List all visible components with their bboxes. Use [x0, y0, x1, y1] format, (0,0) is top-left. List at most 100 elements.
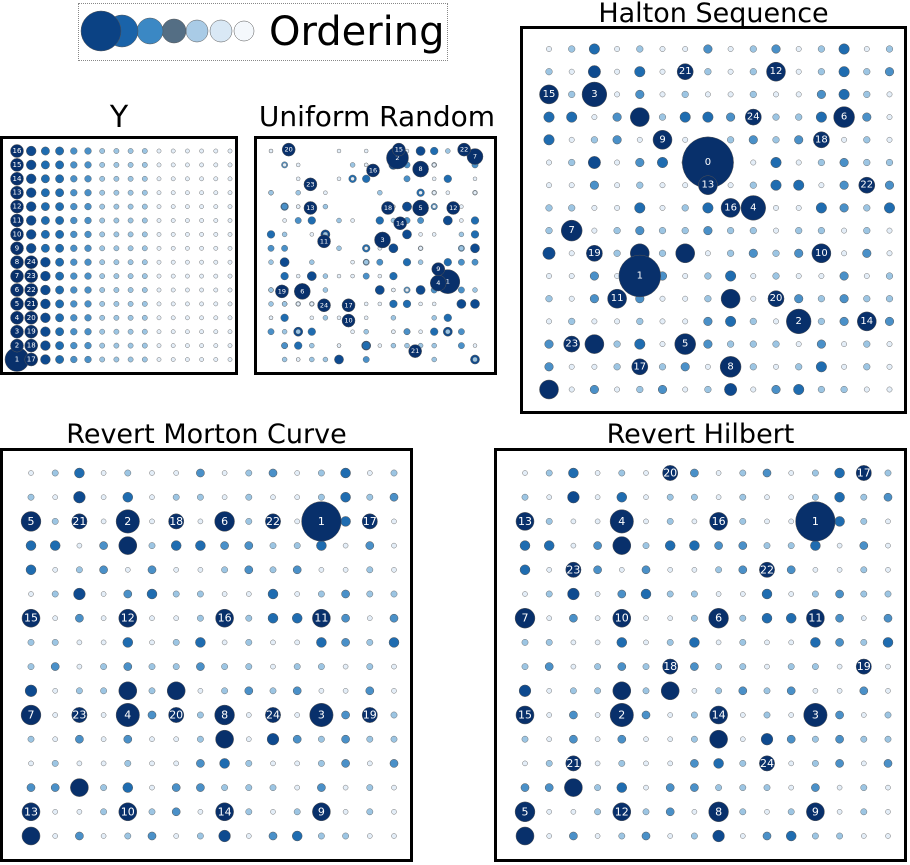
grid-dot — [156, 204, 162, 209]
grid-dot — [612, 536, 632, 555]
grid-dot — [640, 588, 652, 600]
grid-dot — [141, 217, 148, 224]
grid-dot — [172, 639, 180, 646]
grid-dot — [76, 663, 83, 670]
grid-dot — [227, 190, 233, 196]
grid-dot — [113, 356, 120, 363]
grid-dot — [340, 467, 351, 479]
grid-dot — [636, 385, 644, 394]
grid-dot — [245, 469, 253, 477]
grid-dot — [100, 687, 107, 695]
grid-dot — [293, 542, 301, 549]
order-label: 2 — [395, 154, 399, 162]
order-label: 11 — [320, 237, 328, 245]
grid-dot — [213, 218, 219, 223]
grid-dot — [715, 470, 722, 476]
ordered-point — [303, 201, 318, 215]
grid-dot — [391, 688, 397, 694]
grid-dot — [545, 760, 553, 767]
ordered-point — [609, 703, 634, 727]
grid-dot — [197, 567, 204, 573]
grid-dot — [127, 356, 134, 363]
grid-dot — [149, 470, 155, 476]
grid-dot — [839, 271, 849, 281]
grid-dot — [149, 760, 155, 767]
grid-dot — [391, 833, 397, 839]
grid-dot — [568, 467, 579, 479]
order-label: 2 — [796, 316, 802, 327]
grid-dot — [391, 567, 397, 573]
grid-dot — [213, 148, 219, 154]
legend-swatch — [185, 19, 209, 43]
grid-dot — [795, 205, 802, 211]
grid-dot — [770, 157, 782, 168]
grid-dot — [100, 808, 107, 816]
grid-dot — [773, 227, 779, 234]
ordered-point — [514, 608, 536, 629]
grid-dot — [375, 216, 384, 225]
grid-dot — [515, 826, 535, 846]
grid-dot — [199, 204, 204, 209]
grid-dot — [270, 663, 276, 670]
order-label: 9 — [659, 134, 665, 145]
grid-dot — [55, 243, 64, 253]
grid-dot — [659, 46, 666, 52]
grid-dot — [788, 639, 794, 646]
grid-dot — [458, 258, 465, 266]
order-label: 14 — [860, 316, 873, 327]
grid-dot — [199, 190, 204, 196]
grid-dot — [246, 712, 252, 718]
grid-dot — [294, 217, 302, 224]
grid-dot — [812, 567, 819, 573]
order-label: 6 — [841, 112, 847, 123]
ordered-point — [20, 511, 42, 532]
order-label: 19 — [857, 660, 871, 673]
grid-dot — [70, 258, 78, 266]
grid-dot — [362, 341, 371, 350]
grid-dot — [591, 114, 598, 120]
grid-dot — [545, 295, 553, 303]
grid-dot — [636, 181, 644, 189]
grid-dot — [594, 687, 601, 695]
ordered-point — [309, 703, 334, 727]
ordered-point — [10, 227, 24, 242]
ordered-point — [317, 298, 331, 313]
grid-dot — [52, 712, 58, 718]
order-label: 4 — [436, 279, 440, 287]
grid-dot — [127, 259, 134, 266]
grid-dot — [84, 189, 92, 197]
grid-dot — [740, 736, 746, 742]
grid-dot — [709, 729, 728, 749]
grid-dot — [127, 301, 134, 307]
grid-dot — [127, 342, 134, 349]
grid-dot — [100, 736, 107, 742]
grid-dot — [227, 204, 233, 209]
grid-dot — [113, 259, 120, 266]
ordered-point — [341, 298, 356, 313]
grid-dot — [612, 112, 622, 122]
grid-dot — [292, 613, 303, 624]
grid-dot — [659, 205, 666, 211]
grid-dot — [171, 783, 181, 792]
grid-dot — [616, 492, 628, 503]
grid-dot — [817, 317, 825, 325]
grid-dot — [336, 176, 342, 181]
grid-dot — [704, 272, 712, 280]
ordered-point — [341, 313, 356, 328]
grid-dot — [763, 784, 771, 791]
grid-dot — [682, 46, 689, 52]
grid-dot — [863, 68, 871, 76]
grid-dot — [113, 245, 120, 252]
grid-dot — [682, 136, 689, 143]
grid-dot — [724, 383, 738, 396]
grid-dot — [835, 734, 844, 744]
grid-dot — [41, 216, 50, 225]
grid-dot — [643, 518, 649, 525]
grid-dot — [860, 639, 868, 646]
grid-dot — [630, 107, 650, 127]
grid-dot — [750, 386, 757, 393]
grid-dot — [170, 273, 176, 279]
grid-dot — [268, 148, 274, 154]
grid-dot — [124, 832, 132, 840]
